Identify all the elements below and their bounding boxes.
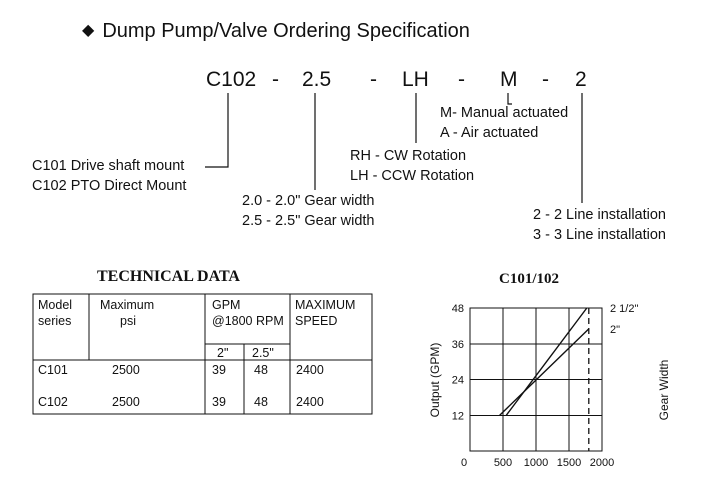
series-label: 2 1/2" [610, 303, 638, 315]
actuation-option: A - Air actuated [440, 124, 539, 141]
header-psi: Maximum psi [100, 297, 154, 329]
header-model: Model series [38, 297, 72, 329]
table-cell-model: C101 [38, 363, 68, 377]
y-tick-label: 36 [452, 339, 464, 351]
installation-option: 2 - 2 Line installation [533, 207, 666, 223]
gear-width-option: 2.5 - 2.5" Gear width [242, 212, 375, 229]
code-separator: - [370, 68, 377, 91]
header-text: psi [120, 314, 136, 328]
gear-width-options: 2.0 - 2.0" Gear width 2.5 - 2.5" Gear wi… [242, 192, 375, 231]
table-cell-gpm-2-5in: 48 [254, 395, 268, 409]
installation-option: 3 - 3 Line installation [533, 226, 666, 243]
x-tick-label: 1500 [557, 457, 581, 469]
gear-width-axis-label: Gear Width [657, 360, 671, 421]
header-text: MAXIMUM [295, 298, 356, 312]
header-gpm-2in: 2" [217, 346, 229, 360]
y-tick-label: 24 [452, 375, 464, 387]
code-separator: - [542, 68, 549, 91]
actuation-option: M- Manual actuated [440, 105, 569, 121]
installation-options: 2 - 2 Line installation 3 - 3 Line insta… [533, 206, 666, 245]
header-gpm-2-5in: 2.5" [252, 346, 274, 360]
technical-data-title: TECHNICAL DATA [97, 268, 240, 285]
connector-actuation [507, 93, 512, 105]
title-text: Dump Pump/Valve Ordering Specification [102, 20, 470, 42]
series-line [499, 328, 590, 416]
code-rotation: LH [402, 68, 429, 91]
connector-mount [205, 93, 229, 168]
header-text: SPEED [295, 314, 338, 328]
header-text: @1800 RPM [212, 314, 284, 328]
header-text: GPM [212, 298, 241, 312]
series-line [505, 307, 588, 416]
table-cell-gpm-2in: 39 [212, 395, 226, 409]
plot-frame [469, 307, 603, 452]
y-tick-label: 12 [452, 410, 464, 422]
rotation-option: LH - CCW Rotation [350, 167, 475, 184]
chart-title: C101/102 [499, 271, 559, 287]
gear-width-option: 2.0 - 2.0" Gear width [242, 193, 375, 209]
actuation-options: M- Manual actuated A - Air actuated [440, 104, 568, 143]
mount-options: C101 Drive shaft mount C102 PTO Direct M… [32, 157, 186, 196]
code-actuation: M [500, 68, 518, 91]
rotation-option: RH - CW Rotation [350, 148, 467, 164]
y-tick-label: 48 [452, 303, 464, 315]
header-gpm: GPM @1800 RPM [212, 297, 284, 329]
table-cell-gpm-2-5in: 48 [254, 363, 268, 377]
code-separator: - [458, 68, 465, 91]
x-tick-label: 2000 [590, 457, 614, 469]
code-installation: 2 [575, 68, 587, 91]
table-cell-model: C102 [38, 395, 68, 409]
code-separator: - [272, 68, 279, 91]
table-cell-gpm-2in: 39 [212, 363, 226, 377]
mount-option: C101 Drive shaft mount [32, 158, 185, 174]
header-text: Model [38, 298, 73, 312]
header-text: series [38, 314, 72, 328]
table-cell-psi: 2500 [112, 363, 140, 377]
table-cell-psi: 2500 [112, 395, 140, 409]
header-speed: MAXIMUM SPEED [295, 297, 355, 329]
rotation-options: RH - CW Rotation LH - CCW Rotation [350, 147, 474, 186]
x-tick-label: 1000 [524, 457, 548, 469]
header-text: Maximum [100, 298, 155, 312]
code-mount: C102 [206, 68, 257, 91]
series-label: 2" [610, 324, 620, 336]
page-title: ◆ Dump Pump/Valve Ordering Specification [82, 20, 470, 43]
y-axis-label: Output (GPM) [428, 343, 442, 418]
x-tick-label: 500 [494, 457, 512, 469]
table-cell-speed: 2400 [296, 395, 324, 409]
table-cell-speed: 2400 [296, 363, 324, 377]
diamond-bullet-icon: ◆ [82, 22, 95, 39]
code-gear-width: 2.5 [302, 68, 332, 91]
mount-option: C102 PTO Direct Mount [32, 177, 187, 194]
x-tick-label: 0 [461, 457, 467, 469]
